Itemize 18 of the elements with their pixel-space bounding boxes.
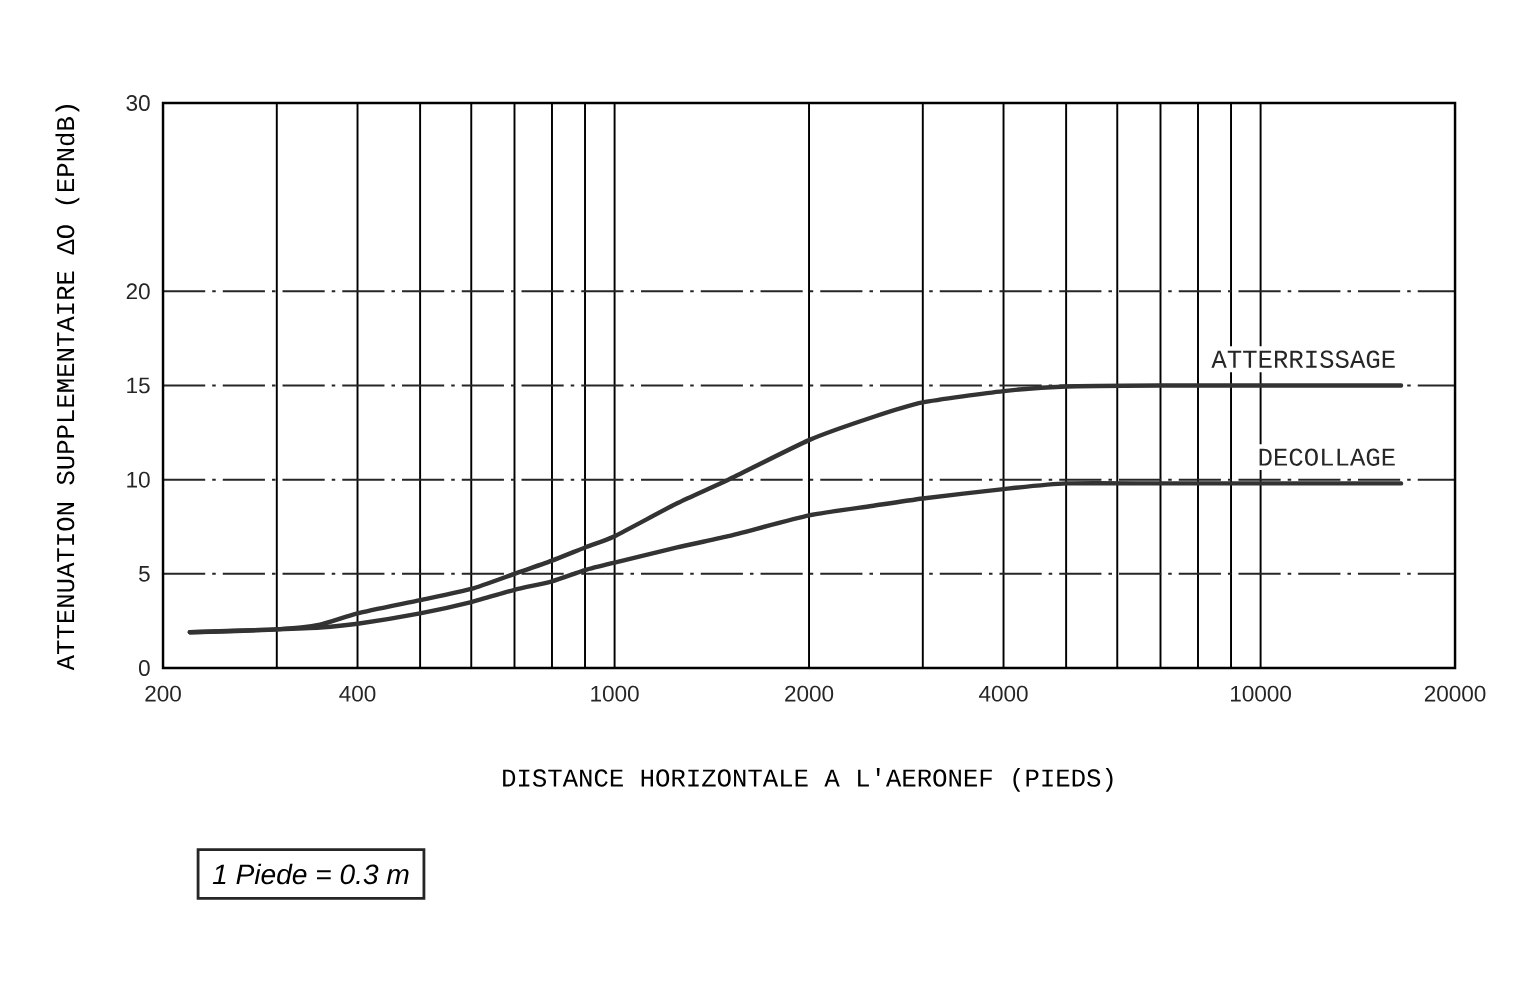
y-tick-label: 0 [138, 660, 150, 676]
y-tick-label: 30 [126, 95, 150, 111]
y-tick-label: 20 [126, 283, 150, 300]
y-axis-title: ATTENUATION SUPPLEMENTAIRE ΔO (EPNdB) [55, 105, 80, 671]
x-tick-label: 1000 [591, 685, 639, 702]
y-tick-label: 5 [138, 565, 150, 582]
x-tick-label: 200 [145, 685, 181, 702]
x-axis-title: DISTANCE HORIZONTALE A L'AERONEF (PIEDS) [503, 767, 1113, 792]
series-label: DECOLLAGE [1259, 448, 1395, 466]
x-tick-label: 20000 [1424, 685, 1486, 702]
y-tick-label: 15 [127, 377, 150, 394]
x-tick-label: 400 [339, 685, 376, 702]
x-tick-label: 4000 [979, 685, 1028, 702]
text: 1 Piede = 0.3 m [212, 863, 409, 885]
x-tick-label: 2000 [785, 685, 834, 702]
x-tick-label: 10000 [1231, 685, 1291, 702]
series-label: ATTERRISSAGE [1211, 350, 1395, 368]
y-tick-label: 10 [127, 471, 150, 488]
